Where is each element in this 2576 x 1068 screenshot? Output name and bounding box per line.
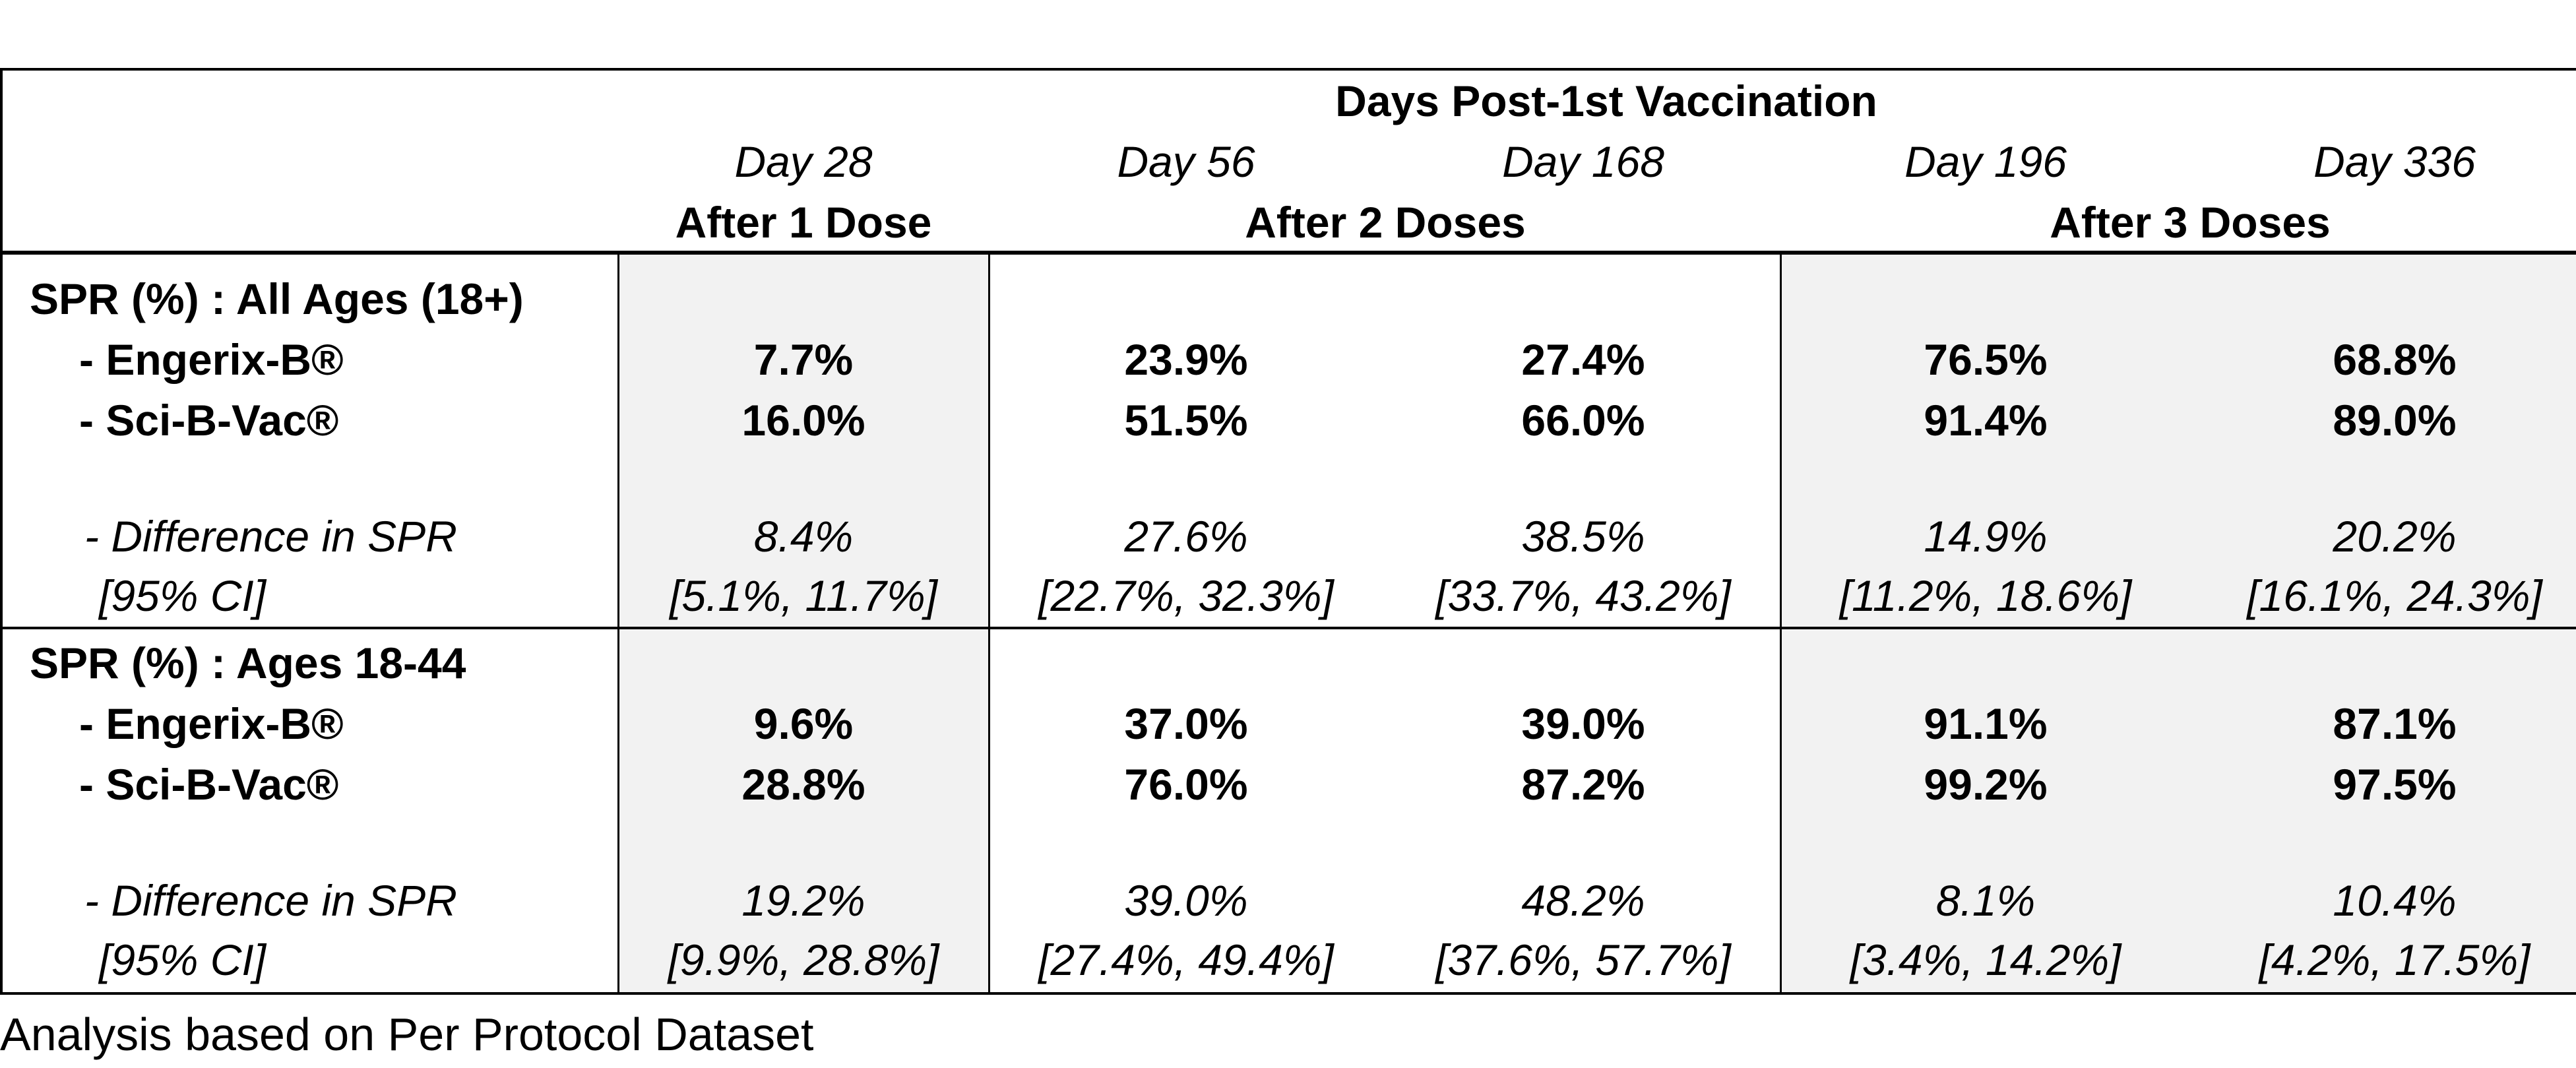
ci-value: [5.1%, 11.7%] bbox=[669, 571, 938, 620]
row-label-sci-b-vac: - Sci-B-Vac® bbox=[79, 396, 339, 445]
difference-label: - Difference in SPR bbox=[84, 512, 457, 561]
cell-value: 66.0% bbox=[1521, 396, 1645, 445]
section-title-all-ages: SPR (%) : All Ages (18+) bbox=[30, 274, 524, 323]
ci-value: [3.4%, 14.2%] bbox=[1850, 935, 2121, 984]
ci-value: [11.2%, 18.6%] bbox=[1839, 571, 2132, 620]
ci-label: [95% CI] bbox=[99, 571, 267, 620]
cell-value: 91.1% bbox=[1924, 699, 2048, 748]
cell-value: 51.5% bbox=[1124, 396, 1248, 445]
cell-value: 68.8% bbox=[2333, 335, 2457, 384]
cell-value: 97.5% bbox=[2333, 760, 2457, 809]
cell-value: 76.0% bbox=[1124, 760, 1248, 809]
cell-value: 28.8% bbox=[741, 760, 865, 809]
cell-value: 27.4% bbox=[1521, 335, 1645, 384]
difference-value: 20.2% bbox=[2333, 512, 2457, 561]
ci-value: [37.6%, 57.7%] bbox=[1435, 935, 1731, 984]
column-divider-1 bbox=[617, 253, 619, 995]
cell-value: 37.0% bbox=[1124, 699, 1248, 748]
cell-value: 99.2% bbox=[1924, 760, 2048, 809]
header-day-336: Day 336 bbox=[2313, 137, 2476, 186]
ci-value: [27.4%, 49.4%] bbox=[1038, 935, 1334, 984]
difference-value: 19.2% bbox=[741, 876, 865, 925]
difference-value: 14.9% bbox=[1924, 512, 2048, 561]
cell-value: 76.5% bbox=[1924, 335, 2048, 384]
ci-label: [95% CI] bbox=[99, 935, 267, 984]
ci-value: [9.9%, 28.8%] bbox=[668, 935, 939, 984]
difference-value: 10.4% bbox=[2333, 876, 2457, 925]
cell-value: 7.7% bbox=[753, 335, 854, 384]
cell-value: 16.0% bbox=[741, 396, 865, 445]
cell-value: 39.0% bbox=[1521, 699, 1645, 748]
header-rule bbox=[0, 251, 2576, 255]
header-day-28: Day 28 bbox=[734, 137, 873, 186]
header-group-after-3-doses: After 3 Doses bbox=[2050, 198, 2331, 247]
header-day-196: Day 196 bbox=[1904, 137, 2067, 186]
difference-value: 8.4% bbox=[753, 512, 854, 561]
ci-value: [4.2%, 17.5%] bbox=[2259, 935, 2530, 984]
difference-label: - Difference in SPR bbox=[84, 876, 457, 925]
row-label-engerix: - Engerix-B® bbox=[79, 699, 344, 748]
ci-value: [16.1%, 24.3%] bbox=[2247, 571, 2542, 620]
section-divider bbox=[0, 627, 2576, 629]
row-label-engerix: - Engerix-B® bbox=[79, 335, 344, 384]
cell-value: 87.1% bbox=[2333, 699, 2457, 748]
difference-value: 27.6% bbox=[1124, 512, 1248, 561]
header-super-title: Days Post-1st Vaccination bbox=[1335, 77, 1877, 125]
cell-value: 91.4% bbox=[1924, 396, 2048, 445]
cell-value: 9.6% bbox=[753, 699, 854, 748]
difference-value: 38.5% bbox=[1521, 512, 1645, 561]
column-divider-2 bbox=[988, 253, 990, 995]
cell-value: 87.2% bbox=[1521, 760, 1645, 809]
ci-value: [33.7%, 43.2%] bbox=[1435, 571, 1731, 620]
footnote: Analysis based on Per Protocol Dataset bbox=[0, 1009, 814, 1060]
row-label-sci-b-vac: - Sci-B-Vac® bbox=[79, 760, 339, 809]
cell-value: 23.9% bbox=[1124, 335, 1248, 384]
difference-value: 39.0% bbox=[1124, 876, 1248, 925]
header-group-after-1-dose: After 1 Dose bbox=[675, 198, 932, 247]
shade-day28-column bbox=[619, 255, 990, 993]
header-group-after-2-doses: After 2 Doses bbox=[1245, 198, 1526, 247]
shade-after3-column bbox=[1781, 255, 2576, 993]
ci-value: [22.7%, 32.3%] bbox=[1038, 571, 1334, 620]
table-frame bbox=[0, 68, 2576, 995]
section-title-ages-18-44: SPR (%) : Ages 18-44 bbox=[30, 639, 466, 687]
difference-value: 48.2% bbox=[1521, 876, 1645, 925]
column-divider-3 bbox=[1780, 253, 1782, 995]
difference-value: 8.1% bbox=[1935, 876, 2036, 925]
header-day-56: Day 56 bbox=[1117, 137, 1255, 186]
cell-value: 89.0% bbox=[2333, 396, 2457, 445]
header-day-168: Day 168 bbox=[1502, 137, 1664, 186]
